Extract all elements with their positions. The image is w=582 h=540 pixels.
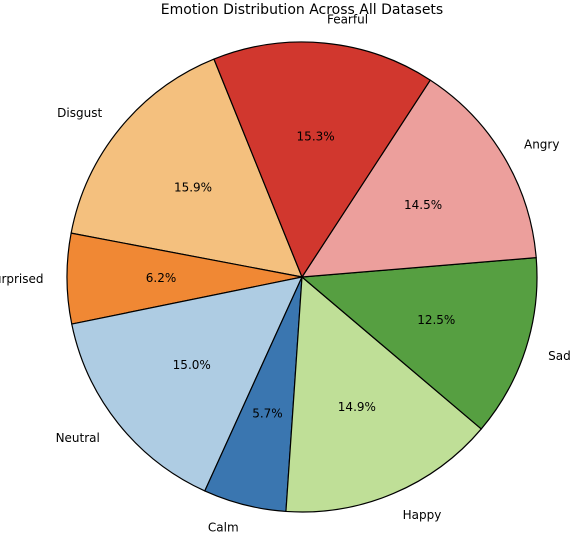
pct-label-happy: 14.9% bbox=[338, 400, 376, 414]
pct-label-surprised: 6.2% bbox=[146, 271, 177, 285]
pie-slices bbox=[66, 41, 538, 513]
pct-label-sad: 12.5% bbox=[417, 313, 455, 327]
pct-label-calm: 5.7% bbox=[252, 407, 283, 421]
slice-label-surprised: Surprised bbox=[0, 272, 44, 286]
pie-slice-angry bbox=[301, 79, 537, 278]
percentage-labels: 15.9% 6.2% 15.0% 5.7% 14.9% 12.5% 14.5% 15.3% bbox=[146, 130, 456, 421]
slice-label-happy: Happy bbox=[403, 508, 442, 522]
slice-label-disgust: Disgust bbox=[57, 106, 102, 120]
slice-label-sad: Sad bbox=[548, 349, 571, 363]
pct-label-fearful: 15.3% bbox=[297, 130, 335, 144]
slice-label-fearful: Fearful bbox=[327, 13, 368, 27]
pct-label-angry: 14.5% bbox=[404, 198, 442, 212]
pct-label-neutral: 15.0% bbox=[173, 358, 211, 372]
slice-label-angry: Angry bbox=[524, 138, 559, 152]
slice-label-calm: Calm bbox=[208, 521, 239, 535]
pie-slice-fearful bbox=[213, 41, 431, 278]
pct-label-disgust: 15.9% bbox=[174, 181, 212, 195]
slice-labels: Disgust Surprised Neutral Calm Happy Sad Angry… bbox=[0, 13, 571, 535]
pie-slice-disgust bbox=[70, 58, 303, 278]
slice-label-neutral: Neutral bbox=[56, 431, 100, 445]
pie-slice-neutral bbox=[71, 276, 303, 492]
pie-slice-sad bbox=[301, 257, 538, 430]
pie-slice-happy bbox=[285, 276, 482, 513]
chart-title: Emotion Distribution Across All Datasets bbox=[161, 2, 443, 18]
